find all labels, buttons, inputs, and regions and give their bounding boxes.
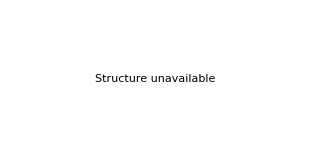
- Text: Structure unavailable: Structure unavailable: [95, 74, 215, 84]
